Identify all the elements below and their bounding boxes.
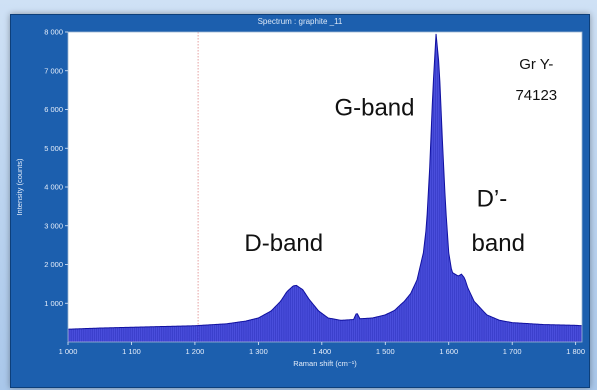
x-tick-label: 1 300 [249,347,268,356]
y-tick-label: 4 000 [44,183,63,192]
x-tick-label: 1 800 [566,347,585,356]
annotation-layer: D-band G-band D’- band Gr Y- 74123 [244,56,557,257]
annotation-label: D-band [244,230,323,257]
series-layer [67,33,583,342]
window-title: Spectrum : graphite _11 [257,17,343,26]
y-axis-label: Intensity (counts) [15,158,24,216]
annotation-label: G-band [334,94,414,121]
y-tick-label: 8 000 [44,28,63,37]
x-tick-label: 1 000 [59,347,78,356]
y-tick-label: 1 000 [44,299,63,308]
x-tick-label: 1 500 [376,347,395,356]
annotation-label: Gr Y- [519,56,553,73]
y-tick-label: 7 000 [44,66,63,75]
series-line [67,33,583,330]
annotation-label: band [472,230,525,257]
x-tick-label: 1 200 [186,347,205,356]
y-tick-label: 6 000 [44,105,63,114]
annotation-label: 74123 [515,87,557,104]
plot-area [68,32,582,342]
y-tick-label: 2 000 [44,260,63,269]
x-tick-label: 1 600 [439,347,458,356]
x-tick-label: 1 700 [503,347,522,356]
x-axis-label: Raman shift (cm⁻¹) [293,359,357,368]
axis-layer: 1 000 1 100 1 200 1 300 1 400 1 500 1 600 1 700… [44,28,585,357]
y-tick-label: 5 000 [44,144,63,153]
y-tick-label: 3 000 [44,221,63,230]
x-tick-label: 1 100 [122,347,141,356]
annotation-label: D’- [477,185,508,212]
x-tick-label: 1 400 [312,347,331,356]
